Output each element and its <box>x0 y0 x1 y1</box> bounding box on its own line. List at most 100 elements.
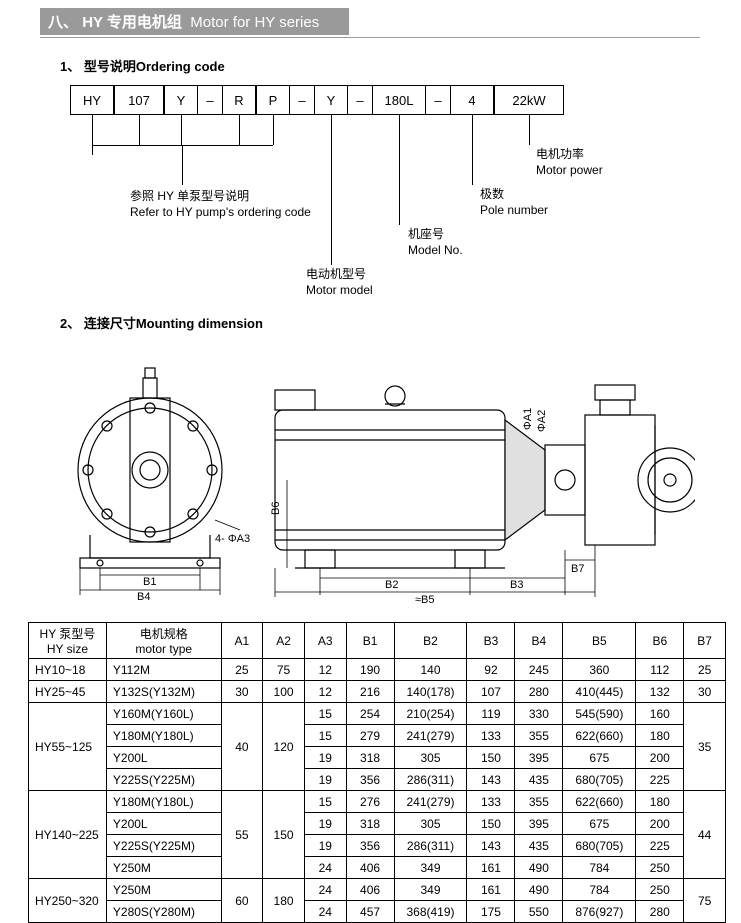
dim-a1: ΦA1 <box>522 408 534 430</box>
table-cell: 406 <box>346 879 394 901</box>
callout-refer-en: Refer to HY pump's ordering code <box>130 205 311 221</box>
table-cell: Y250M <box>106 857 221 879</box>
table-cell: 15 <box>304 703 346 725</box>
table-cell: 225 <box>636 769 684 791</box>
table-cell: 143 <box>467 835 515 857</box>
table-cell: 286(311) <box>394 769 467 791</box>
table-cell: 75 <box>263 659 305 681</box>
table-cell: 180 <box>263 879 305 923</box>
table-cell: 286(311) <box>394 835 467 857</box>
table-cell: 550 <box>515 901 563 923</box>
table-cell: 225 <box>636 835 684 857</box>
table-cell: 356 <box>346 769 394 791</box>
table-cell: 12 <box>304 659 346 681</box>
table-cell: 92 <box>467 659 515 681</box>
table-cell: 107 <box>467 681 515 703</box>
dimension-table-wrap: HY 泵型号 HY size 电机规格 motor type A1 A2 A3 … <box>28 622 741 923</box>
table-cell: 457 <box>346 901 394 923</box>
callout-power: 电机功率 Motor power <box>536 147 603 178</box>
callout-pole-cn: 极数 <box>480 187 548 203</box>
table-cell: 160 <box>636 703 684 725</box>
table-cell: 210(254) <box>394 703 467 725</box>
table-row: Y225S(Y225M)19356286(311)143435680(705)2… <box>29 835 726 857</box>
table-cell: 280 <box>515 681 563 703</box>
table-cell: 254 <box>346 703 394 725</box>
table-row: HY140~225Y180M(Y180L)5515015276241(279)1… <box>29 791 726 813</box>
table-cell: 355 <box>515 725 563 747</box>
th-b4: B4 <box>515 623 563 659</box>
dim-b1: B1 <box>143 576 156 588</box>
code-box-8: – <box>348 85 372 115</box>
table-cell: 75 <box>684 879 726 923</box>
code-box-1: 107 <box>114 85 164 115</box>
dimension-table: HY 泵型号 HY size 电机规格 motor type A1 A2 A3 … <box>28 622 726 923</box>
table-cell: 150 <box>467 747 515 769</box>
table-cell: 490 <box>515 857 563 879</box>
callout-motor-model: 电动机型号 Motor model <box>306 267 373 298</box>
table-cell: 19 <box>304 835 346 857</box>
table-cell: 435 <box>515 769 563 791</box>
table-cell: 318 <box>346 747 394 769</box>
th-a3: A3 <box>304 623 346 659</box>
table-row: HY55~125Y160M(Y160L)4012015254210(254)11… <box>29 703 726 725</box>
table-cell: Y250M <box>106 879 221 901</box>
table-cell: 175 <box>467 901 515 923</box>
table-cell: 143 <box>467 769 515 791</box>
code-box-12: 22kW <box>494 85 564 115</box>
side-view-drawing: B2 B3 ≈B5 B6 B7 ΦA1 ΦA2 <box>265 360 695 610</box>
callout-motor-model-cn: 电动机型号 <box>306 267 373 283</box>
table-cell: 622(660) <box>563 725 636 747</box>
dim-b5: ≈B5 <box>415 594 435 606</box>
callout-motor-model-en: Motor model <box>306 283 373 299</box>
table-cell: 279 <box>346 725 394 747</box>
dim-b3: B3 <box>510 579 523 591</box>
table-cell: 675 <box>563 747 636 769</box>
callout-model-no-cn: 机座号 <box>408 227 463 243</box>
ordering-heading: 1、 型号说明Ordering code <box>60 56 741 75</box>
table-cell: 318 <box>346 813 394 835</box>
table-cell: 216 <box>346 681 394 703</box>
table-cell: 44 <box>684 791 726 879</box>
th-b6: B6 <box>636 623 684 659</box>
th-b5: B5 <box>563 623 636 659</box>
table-cell: 132 <box>636 681 684 703</box>
code-box-2: Y <box>164 85 198 115</box>
table-cell: 19 <box>304 813 346 835</box>
section-title-en: Motor for HY series <box>190 14 319 31</box>
callout-power-cn: 电机功率 <box>536 147 603 163</box>
table-row: Y250M24406349161490784250 <box>29 857 726 879</box>
table-cell: 356 <box>346 835 394 857</box>
table-cell: 100 <box>263 681 305 703</box>
table-cell: 241(279) <box>394 725 467 747</box>
table-cell: 112 <box>636 659 684 681</box>
callout-pole-en: Pole number <box>480 203 548 219</box>
table-cell: 330 <box>515 703 563 725</box>
table-row: Y200L19318305150395675200 <box>29 747 726 769</box>
table-cell: 60 <box>221 879 263 923</box>
table-cell: 161 <box>467 857 515 879</box>
table-cell: 305 <box>394 747 467 769</box>
table-cell: 119 <box>467 703 515 725</box>
table-cell: 680(705) <box>563 769 636 791</box>
table-cell: 12 <box>304 681 346 703</box>
code-box-3: – <box>198 85 222 115</box>
table-cell: HY250~320 <box>29 879 107 923</box>
callout-model-no: 机座号 Model No. <box>408 227 463 258</box>
th-b1: B1 <box>346 623 394 659</box>
table-cell: 876(927) <box>563 901 636 923</box>
th-b2: B2 <box>394 623 467 659</box>
table-cell: HY25~45 <box>29 681 107 703</box>
table-cell: HY55~125 <box>29 703 107 791</box>
table-cell: 40 <box>221 703 263 791</box>
title-underline <box>40 37 700 38</box>
table-cell: 241(279) <box>394 791 467 813</box>
table-cell: 368(419) <box>394 901 467 923</box>
section-title-cn: HY 专用电机组 <box>82 14 182 31</box>
table-cell: HY140~225 <box>29 791 107 879</box>
callout-pole: 极数 Pole number <box>480 187 548 218</box>
table-cell: 784 <box>563 879 636 901</box>
table-cell: 395 <box>515 813 563 835</box>
table-cell: 410(445) <box>563 681 636 703</box>
table-cell: Y180M(Y180L) <box>106 791 221 813</box>
section-number: 八、 <box>48 14 78 31</box>
